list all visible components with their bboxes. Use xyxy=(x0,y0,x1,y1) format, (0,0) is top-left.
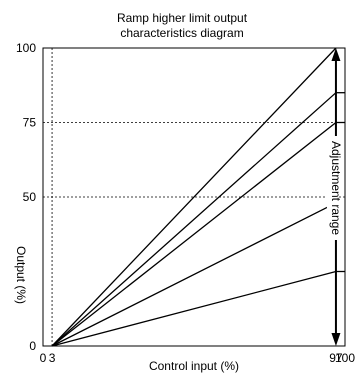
chart-title-line-1: Ramp higher limit output xyxy=(117,11,248,25)
gridlines xyxy=(43,48,345,346)
y-tick-label-0: 0 xyxy=(29,339,36,353)
arrow-head-top xyxy=(331,48,341,61)
series-line-2 xyxy=(51,121,337,347)
series-lines xyxy=(51,47,337,347)
series-line-3 xyxy=(51,202,337,347)
y-tick-label-1: 50 xyxy=(23,190,37,204)
x-axis-label: Control input (%) xyxy=(149,359,239,373)
plot-frame xyxy=(42,47,346,347)
y-tick-label-2: 75 xyxy=(23,116,37,130)
series-line-4 xyxy=(51,270,337,347)
adjustment-range-label-bg xyxy=(326,136,338,240)
x-tick-label-3: 100 xyxy=(335,351,355,365)
x-tick-label-1: 3 xyxy=(49,351,56,365)
y-axis-label: Output (%) xyxy=(14,246,28,304)
series-line-1 xyxy=(51,92,337,347)
x-tick-label-2: 97 xyxy=(329,351,343,365)
y-tick-labels: 0 50 75 100 xyxy=(16,41,36,353)
adjustment-range-label: Adjustment range xyxy=(329,141,343,235)
series-line-0 xyxy=(51,47,337,347)
setting-marks xyxy=(335,92,345,273)
arrow-head-bottom xyxy=(331,333,341,346)
chart-title-line-2: characteristics diagram xyxy=(120,26,243,40)
y-tick-label-3: 100 xyxy=(16,41,36,55)
adjustment-range: Adjustment range xyxy=(326,48,343,346)
x-tick-label-0: 0 xyxy=(40,351,47,365)
